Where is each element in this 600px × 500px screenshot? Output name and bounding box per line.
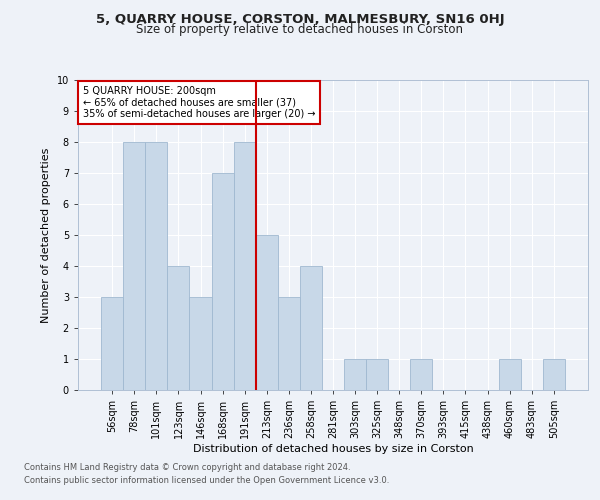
Y-axis label: Number of detached properties: Number of detached properties xyxy=(41,148,51,322)
Bar xyxy=(300,266,322,390)
Text: Contains public sector information licensed under the Open Government Licence v3: Contains public sector information licen… xyxy=(24,476,389,485)
Bar xyxy=(410,359,433,390)
Bar xyxy=(366,359,388,390)
Bar xyxy=(543,359,565,390)
Text: 5 QUARRY HOUSE: 200sqm
← 65% of detached houses are smaller (37)
35% of semi-det: 5 QUARRY HOUSE: 200sqm ← 65% of detached… xyxy=(83,86,316,120)
Bar xyxy=(101,297,123,390)
Bar xyxy=(123,142,145,390)
Bar xyxy=(256,235,278,390)
Text: Contains HM Land Registry data © Crown copyright and database right 2024.: Contains HM Land Registry data © Crown c… xyxy=(24,464,350,472)
Bar xyxy=(190,297,212,390)
Bar xyxy=(499,359,521,390)
Text: 5, QUARRY HOUSE, CORSTON, MALMESBURY, SN16 0HJ: 5, QUARRY HOUSE, CORSTON, MALMESBURY, SN… xyxy=(95,12,505,26)
Bar xyxy=(233,142,256,390)
Text: Size of property relative to detached houses in Corston: Size of property relative to detached ho… xyxy=(137,22,464,36)
X-axis label: Distribution of detached houses by size in Corston: Distribution of detached houses by size … xyxy=(193,444,473,454)
Bar xyxy=(145,142,167,390)
Bar xyxy=(278,297,300,390)
Bar xyxy=(212,173,233,390)
Bar xyxy=(167,266,190,390)
Bar xyxy=(344,359,366,390)
